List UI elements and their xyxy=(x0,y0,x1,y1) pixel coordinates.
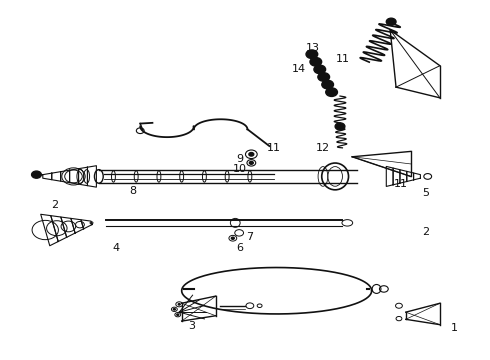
Text: 14: 14 xyxy=(292,64,306,74)
Text: 9: 9 xyxy=(237,154,244,163)
Text: 13: 13 xyxy=(306,43,320,53)
Text: 2: 2 xyxy=(422,227,429,237)
Circle shape xyxy=(173,309,175,310)
Circle shape xyxy=(335,123,345,130)
Text: 6: 6 xyxy=(237,243,244,253)
Text: 11: 11 xyxy=(267,143,281,153)
Circle shape xyxy=(314,65,326,74)
Text: 11: 11 xyxy=(394,179,408,189)
Text: 4: 4 xyxy=(112,243,120,253)
Circle shape xyxy=(322,80,334,89)
Circle shape xyxy=(31,171,41,178)
Text: 11: 11 xyxy=(336,54,349,64)
Circle shape xyxy=(178,303,180,305)
Circle shape xyxy=(326,88,338,96)
Circle shape xyxy=(177,314,179,315)
Circle shape xyxy=(318,73,330,81)
Circle shape xyxy=(249,161,253,164)
Text: 1: 1 xyxy=(451,323,458,333)
Circle shape xyxy=(306,50,318,59)
Text: 3: 3 xyxy=(188,321,195,332)
Text: 8: 8 xyxy=(129,186,137,196)
Circle shape xyxy=(310,58,321,66)
Text: 7: 7 xyxy=(246,232,253,242)
Circle shape xyxy=(231,237,234,239)
Text: 5: 5 xyxy=(422,188,429,198)
Circle shape xyxy=(386,18,396,25)
Text: 2: 2 xyxy=(51,200,58,210)
Text: 10: 10 xyxy=(233,164,247,174)
Text: 12: 12 xyxy=(316,143,330,153)
Circle shape xyxy=(249,153,254,156)
